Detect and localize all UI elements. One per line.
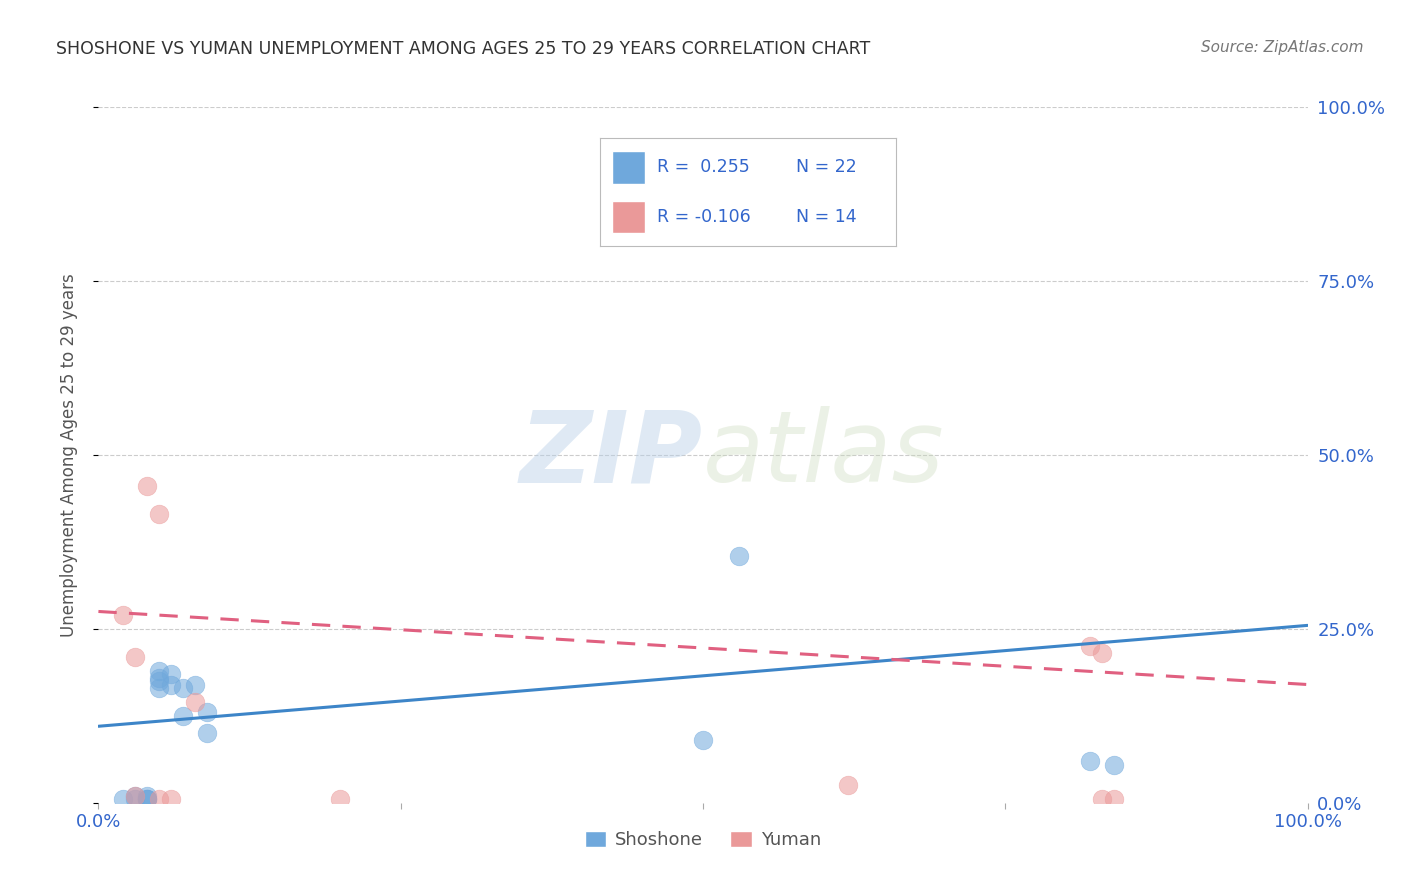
Point [195,726,218,740]
Point [135,792,157,806]
Point [148,671,170,685]
Point [124,789,146,803]
Point [148,792,170,806]
Point [1102,757,1125,772]
Text: Source: ZipAtlas.com: Source: ZipAtlas.com [1201,40,1364,55]
Point [172,681,194,695]
Point [135,792,157,806]
Point [111,607,134,622]
Point [148,664,170,678]
Point [124,649,146,664]
Point [1091,792,1114,806]
Point [135,479,157,493]
Point [1102,792,1125,806]
Text: ZIP: ZIP [520,407,703,503]
Point [172,708,194,723]
Point [160,677,183,691]
Point [160,667,183,681]
Point [184,677,207,691]
Point [135,792,157,806]
Point [148,681,170,695]
Point [1078,639,1101,653]
Legend: Shoshone, Yuman: Shoshone, Yuman [578,823,828,856]
Point [148,674,170,689]
Point [1091,646,1114,660]
Point [124,789,146,803]
Point [124,792,146,806]
Text: atlas: atlas [703,407,945,503]
Text: SHOSHONE VS YUMAN UNEMPLOYMENT AMONG AGES 25 TO 29 YEARS CORRELATION CHART: SHOSHONE VS YUMAN UNEMPLOYMENT AMONG AGE… [56,40,870,58]
Point [329,792,352,806]
Y-axis label: Unemployment Among Ages 25 to 29 years: Unemployment Among Ages 25 to 29 years [59,273,77,637]
Point [111,792,134,806]
Point [195,706,218,720]
Point [692,733,714,747]
Point [184,695,207,709]
Point [148,507,170,521]
Point [160,792,183,806]
Point [1078,754,1101,768]
Point [837,778,859,793]
Point [728,549,751,563]
Point [135,789,157,803]
